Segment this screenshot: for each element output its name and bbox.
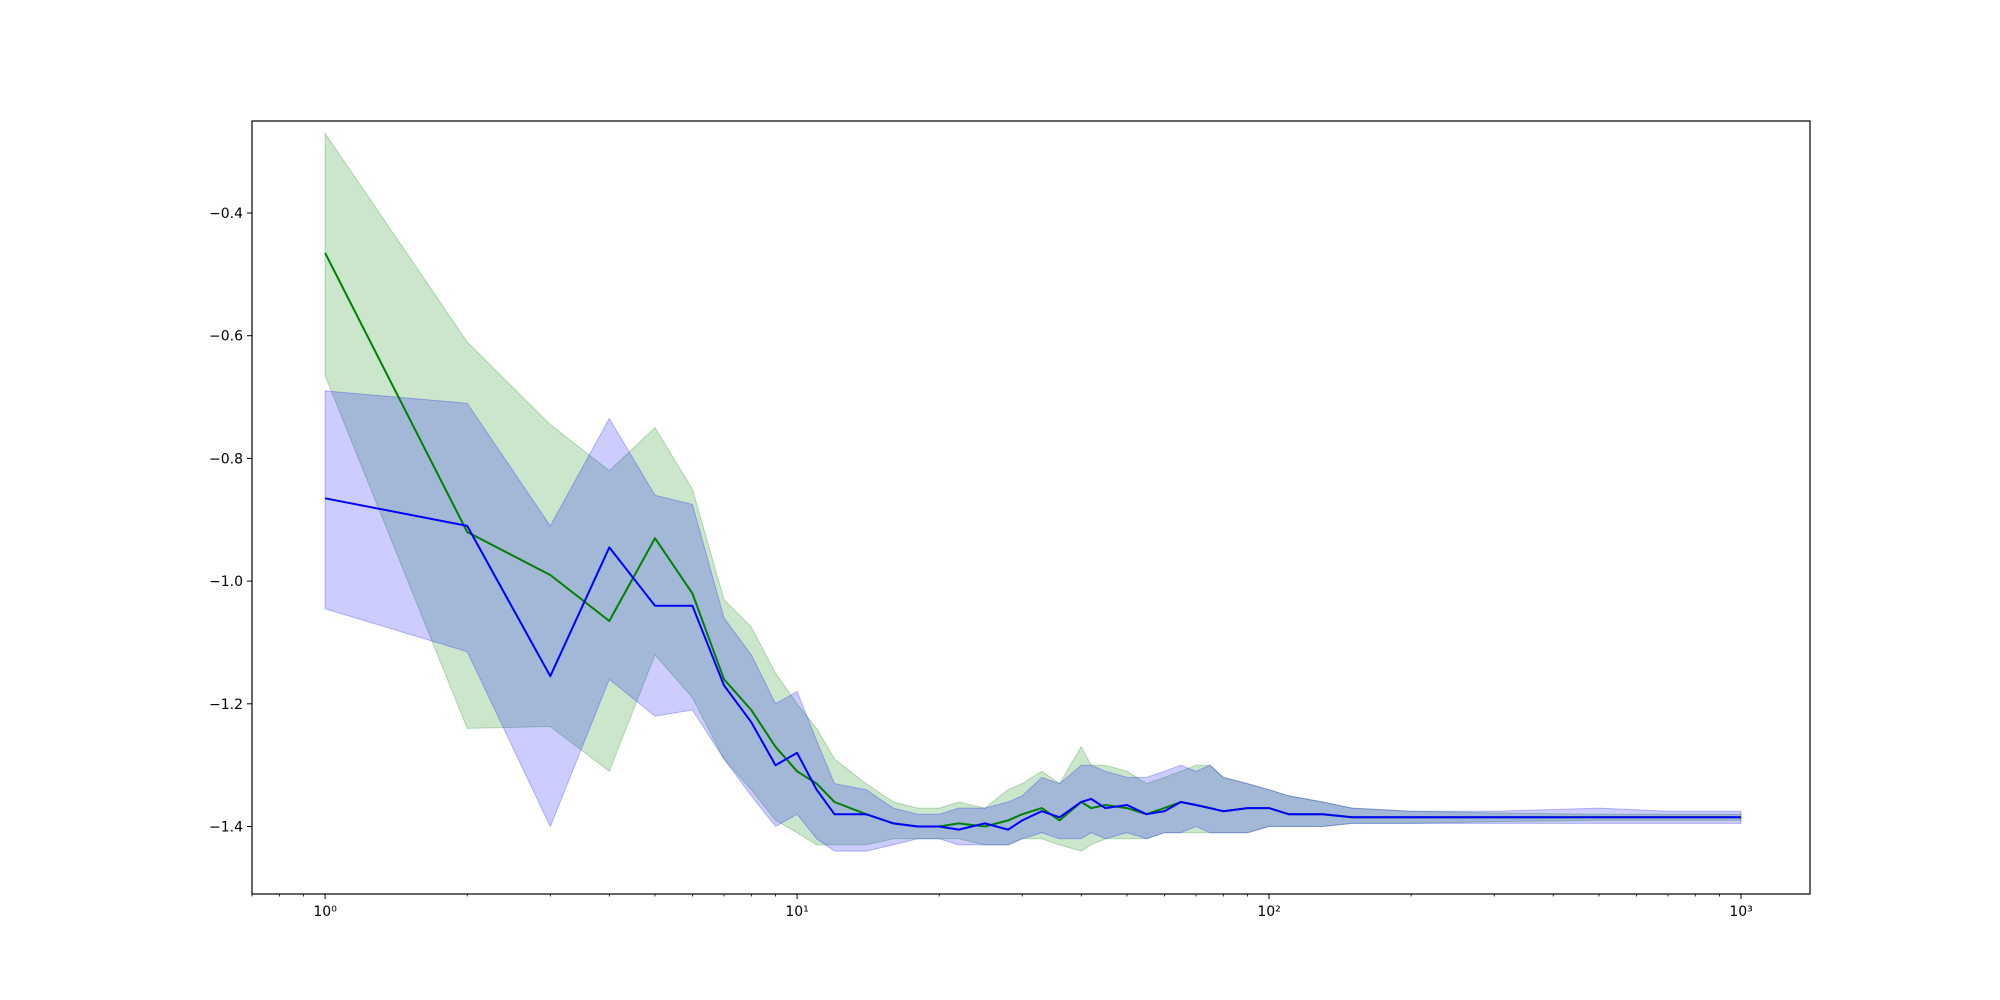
x-tick-label: 10⁰ — [313, 904, 337, 920]
series-2-band — [324, 390, 1742, 852]
series-2-line — [324, 497, 1741, 831]
y-tick-label: −0.4 — [209, 206, 243, 222]
x-axis: 10⁰ 10¹ 10² 10³ — [251, 894, 1753, 920]
x-tick-label: 10² — [1257, 904, 1280, 920]
series-1-band — [324, 131, 1742, 852]
x-tick-label: 10³ — [1729, 904, 1752, 920]
y-tick-label: −1.4 — [209, 820, 243, 836]
y-axis: −0.4 −0.6 −0.8 −1.0 −1.2 −1.4 — [209, 206, 252, 836]
y-tick-label: −1.0 — [209, 574, 243, 590]
x-tick-label: 10¹ — [785, 904, 808, 920]
y-tick-label: −0.6 — [209, 329, 243, 345]
confidence-bands — [324, 131, 1742, 852]
y-tick-label: −0.8 — [209, 451, 243, 467]
plot-frame — [251, 120, 1811, 895]
y-tick-label: −1.2 — [209, 697, 243, 713]
series-lines — [324, 252, 1741, 831]
